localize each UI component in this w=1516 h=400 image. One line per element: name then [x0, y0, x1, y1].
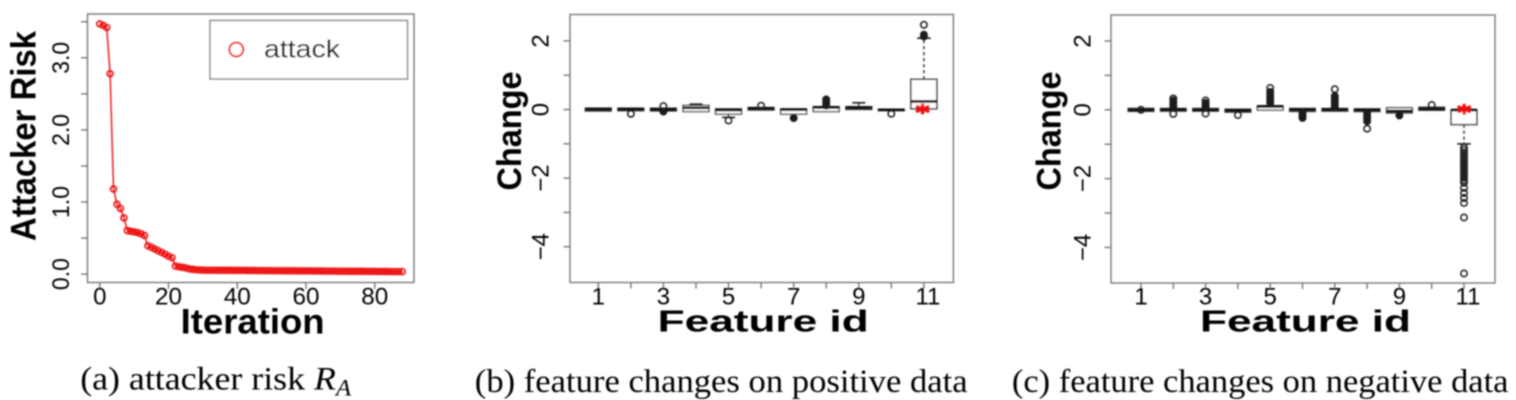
- svg-text:40: 40: [224, 284, 251, 311]
- svg-text:3: 3: [657, 284, 670, 311]
- svg-text:−4: −4: [1070, 234, 1097, 261]
- svg-text:1.0: 1.0: [48, 186, 75, 218]
- svg-text:Attacker Risk: Attacker Risk: [5, 31, 44, 241]
- svg-text:Change: Change: [491, 72, 529, 191]
- svg-text:9: 9: [1393, 284, 1406, 311]
- svg-text:0: 0: [1070, 103, 1097, 116]
- svg-text:Feature id: Feature id: [658, 304, 869, 339]
- svg-text:0: 0: [528, 103, 555, 116]
- svg-text:3: 3: [1199, 284, 1212, 311]
- svg-text:80: 80: [361, 284, 388, 311]
- svg-text:attack: attack: [264, 36, 341, 64]
- svg-text:−2: −2: [1070, 165, 1097, 192]
- svg-text:Feature id: Feature id: [1200, 304, 1411, 339]
- svg-text:−2: −2: [528, 164, 555, 191]
- svg-text:2: 2: [528, 34, 555, 47]
- svg-text:60: 60: [293, 284, 320, 311]
- svg-text:5: 5: [722, 284, 735, 311]
- svg-text:20: 20: [155, 284, 182, 311]
- svg-text:11: 11: [915, 284, 940, 311]
- svg-text:9: 9: [852, 284, 865, 311]
- svg-text:5: 5: [1264, 284, 1277, 311]
- svg-text:1: 1: [1134, 284, 1147, 311]
- svg-text:0.0: 0.0: [48, 258, 75, 290]
- svg-text:11: 11: [1456, 284, 1481, 311]
- svg-text:(b) feature changes on positiv: (b) feature changes on positive data: [475, 364, 968, 400]
- svg-text:0: 0: [93, 284, 106, 311]
- svg-text:7: 7: [787, 284, 800, 311]
- svg-text:2: 2: [1070, 34, 1097, 47]
- svg-text:(a) attacker risk RA: (a) attacker risk RA: [80, 361, 351, 400]
- svg-text:Iteration: Iteration: [181, 303, 325, 342]
- svg-text:Change: Change: [1031, 72, 1069, 191]
- svg-text:(c) feature changes on negativ: (c) feature changes on negative data: [1012, 364, 1509, 400]
- svg-text:7: 7: [1328, 284, 1341, 311]
- svg-text:3.0: 3.0: [48, 42, 75, 74]
- svg-text:−4: −4: [528, 233, 555, 260]
- svg-text:1: 1: [592, 284, 605, 311]
- svg-text:2.0: 2.0: [48, 114, 75, 146]
